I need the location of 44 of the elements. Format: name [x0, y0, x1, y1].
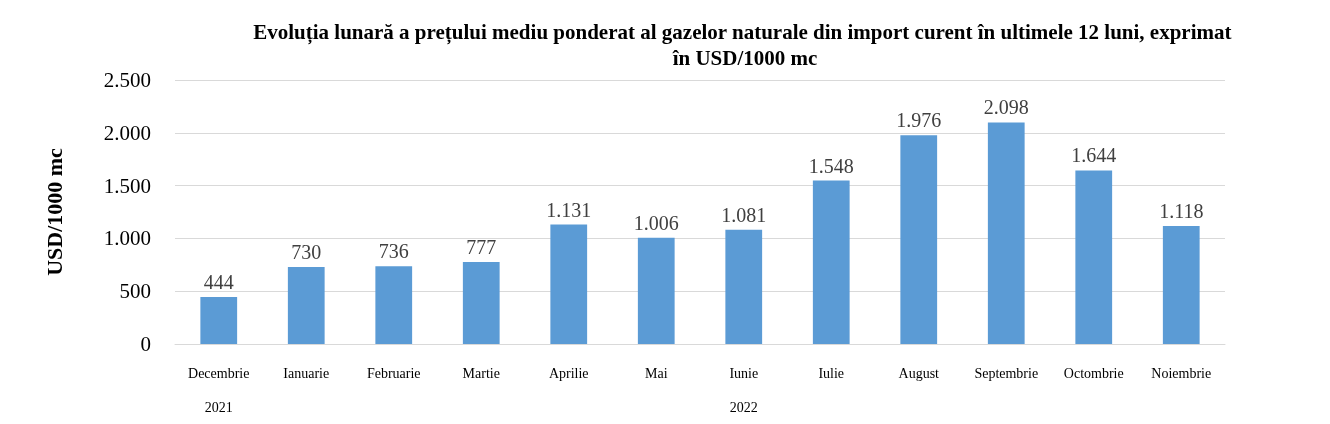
data-label: 1.976 — [896, 109, 942, 132]
x-tick-label: Mai — [644, 365, 668, 381]
x-tick-label: Septembrie — [974, 365, 1039, 381]
bar — [1075, 170, 1113, 344]
bar — [637, 237, 675, 344]
bar — [1162, 225, 1200, 344]
x-tick-label: Octombrie — [1063, 365, 1124, 381]
bar — [900, 135, 938, 344]
x-tick-label: Ianuarie — [283, 365, 330, 381]
y-tick-label: 1.500 — [103, 173, 151, 198]
bar — [462, 261, 500, 344]
y-tick-label: 2.000 — [103, 120, 151, 145]
x-tick-label: Noiembrie — [1151, 365, 1212, 381]
bar — [550, 224, 588, 344]
data-label: 1.118 — [1159, 199, 1204, 222]
y-tick-label: 2.500 — [103, 68, 151, 92]
data-label: 1.131 — [546, 198, 592, 221]
data-label: 1.644 — [1071, 144, 1117, 167]
bar — [287, 266, 325, 344]
data-label: 736 — [378, 240, 409, 263]
x-tick-label: Aprilie — [548, 365, 589, 381]
category-label: Iunie 2022 — [729, 365, 759, 415]
bar — [200, 297, 238, 344]
x-tick-label: Iulie — [818, 365, 845, 381]
data-label: 1.006 — [633, 211, 679, 234]
y-tick-label: 1.000 — [103, 226, 151, 251]
data-label: 730 — [291, 240, 322, 263]
x-tick-label: Martie — [462, 365, 500, 381]
data-label: 1.081 — [721, 203, 767, 226]
data-label: 1.548 — [808, 154, 854, 177]
bar — [987, 122, 1025, 344]
y-axis-title: USD/1000 mc — [41, 147, 67, 276]
bar — [812, 180, 850, 344]
data-label: 444 — [203, 271, 234, 294]
data-label: 777 — [466, 235, 497, 258]
x-tick-label: Februarie — [366, 365, 421, 381]
category-label: Decembrie 2021 — [188, 365, 250, 415]
data-label: 2.098 — [983, 96, 1029, 119]
bar — [725, 229, 763, 344]
chart-title: Evoluția lunară a prețului mediu ponderat al gazelor naturale din import curent în ultimele 12 luni, exprimat în USD/1000 mc — [253, 20, 1237, 70]
x-tick-label: August — [898, 365, 940, 381]
bar — [375, 266, 413, 344]
y-tick-label: 0 — [140, 332, 151, 356]
y-tick-label: 500 — [119, 279, 151, 304]
